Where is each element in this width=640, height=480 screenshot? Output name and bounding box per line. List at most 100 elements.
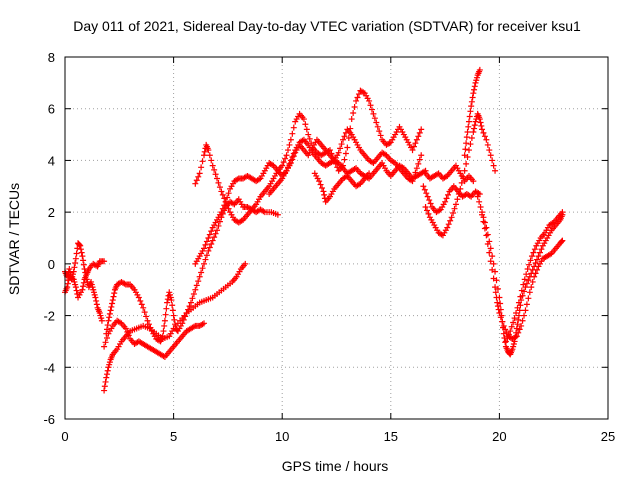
data-point bbox=[103, 330, 110, 337]
data-point-interp bbox=[494, 303, 501, 310]
data-point-interp bbox=[484, 231, 491, 238]
data-point bbox=[513, 333, 520, 340]
data-point bbox=[183, 309, 190, 316]
data-point bbox=[340, 162, 347, 169]
data-point bbox=[559, 237, 566, 244]
data-point bbox=[222, 198, 229, 205]
data-point-interp bbox=[464, 128, 471, 135]
data-point-interp bbox=[202, 241, 209, 248]
data-point-interp bbox=[284, 147, 291, 154]
series-10 bbox=[422, 162, 477, 185]
data-point-interp bbox=[212, 171, 219, 178]
data-point-interp bbox=[415, 160, 422, 167]
data-point bbox=[72, 284, 79, 291]
data-point-interp bbox=[486, 147, 493, 154]
data-point-interp bbox=[529, 278, 536, 285]
data-point bbox=[476, 116, 483, 123]
data-point bbox=[70, 268, 77, 275]
data-point-interp bbox=[525, 295, 532, 302]
data-point bbox=[526, 289, 533, 296]
data-point-interp bbox=[468, 98, 475, 105]
data-point-interp bbox=[477, 203, 484, 210]
data-point-interp bbox=[219, 205, 226, 212]
series-9 bbox=[311, 170, 373, 205]
data-point bbox=[470, 178, 477, 185]
data-point-interp bbox=[290, 124, 297, 131]
data-point bbox=[107, 307, 114, 314]
data-point-interp bbox=[516, 326, 523, 333]
data-point bbox=[101, 258, 108, 265]
data-point-interp bbox=[447, 217, 454, 224]
data-point bbox=[418, 152, 425, 159]
data-point-interp bbox=[64, 280, 71, 287]
data-point bbox=[494, 299, 501, 306]
data-point-interp bbox=[504, 334, 511, 341]
data-point-interp bbox=[104, 367, 111, 374]
data-point-interp bbox=[319, 185, 326, 192]
data-point-interp bbox=[515, 329, 522, 336]
data-point bbox=[274, 211, 281, 218]
data-point-interp bbox=[425, 210, 432, 217]
x-tick-label: 15 bbox=[384, 429, 398, 444]
data-point-interp bbox=[124, 328, 131, 335]
data-point bbox=[205, 147, 212, 154]
data-point bbox=[483, 232, 490, 239]
data-point-interp bbox=[450, 210, 457, 217]
data-point-interp bbox=[104, 322, 111, 329]
x-tick-label: 5 bbox=[170, 429, 177, 444]
data-point-interp bbox=[373, 119, 380, 126]
plot-frame bbox=[64, 56, 609, 420]
data-point bbox=[209, 162, 216, 169]
data-point-interp bbox=[468, 135, 475, 142]
data-point bbox=[209, 237, 216, 244]
data-point bbox=[164, 299, 171, 306]
data-point-interp bbox=[484, 241, 491, 248]
data-point-interp bbox=[93, 301, 100, 308]
data-point-interp bbox=[471, 122, 478, 129]
data-point-interp bbox=[480, 218, 487, 225]
data-point-interp bbox=[215, 179, 222, 186]
data-point-interp bbox=[338, 141, 345, 148]
series-4 bbox=[101, 317, 208, 360]
y-tick-label: 6 bbox=[48, 102, 55, 117]
data-point bbox=[344, 144, 351, 151]
data-point-interp bbox=[513, 309, 520, 316]
data-point-interp bbox=[489, 266, 496, 273]
data-point-interp bbox=[532, 259, 539, 266]
data-point bbox=[502, 338, 509, 345]
data-point-interp bbox=[101, 383, 108, 390]
data-point bbox=[511, 315, 518, 322]
data-point bbox=[201, 320, 208, 327]
data-point bbox=[170, 312, 177, 319]
data-point-interp bbox=[523, 301, 530, 308]
data-point-interp bbox=[527, 257, 534, 264]
data-point bbox=[413, 165, 420, 172]
data-point-interp bbox=[502, 326, 509, 333]
data-point-interp bbox=[345, 135, 352, 142]
data-point-interp bbox=[110, 293, 117, 300]
data-point bbox=[98, 317, 105, 324]
data-point-interp bbox=[466, 113, 473, 120]
data-point-interp bbox=[186, 303, 193, 310]
data-point bbox=[492, 167, 499, 174]
data-point-interp bbox=[531, 246, 538, 253]
data-point-interp bbox=[525, 277, 532, 284]
data-point bbox=[461, 167, 468, 174]
data-point-interp bbox=[147, 324, 154, 331]
data-point bbox=[353, 97, 360, 104]
data-point-interp bbox=[341, 156, 348, 163]
data-point-interp bbox=[225, 190, 232, 197]
data-point-interp bbox=[203, 238, 210, 245]
y-tick-label: -4 bbox=[43, 360, 55, 375]
data-point-interp bbox=[416, 156, 423, 163]
data-point-interp bbox=[76, 241, 83, 248]
data-point-interp bbox=[143, 313, 150, 320]
data-point bbox=[287, 160, 294, 167]
data-point-interp bbox=[493, 294, 500, 301]
data-point-interp bbox=[445, 221, 452, 228]
data-point bbox=[492, 284, 499, 291]
data-point-interp bbox=[351, 103, 358, 110]
data-point bbox=[201, 245, 208, 252]
data-point-interp bbox=[198, 269, 205, 276]
